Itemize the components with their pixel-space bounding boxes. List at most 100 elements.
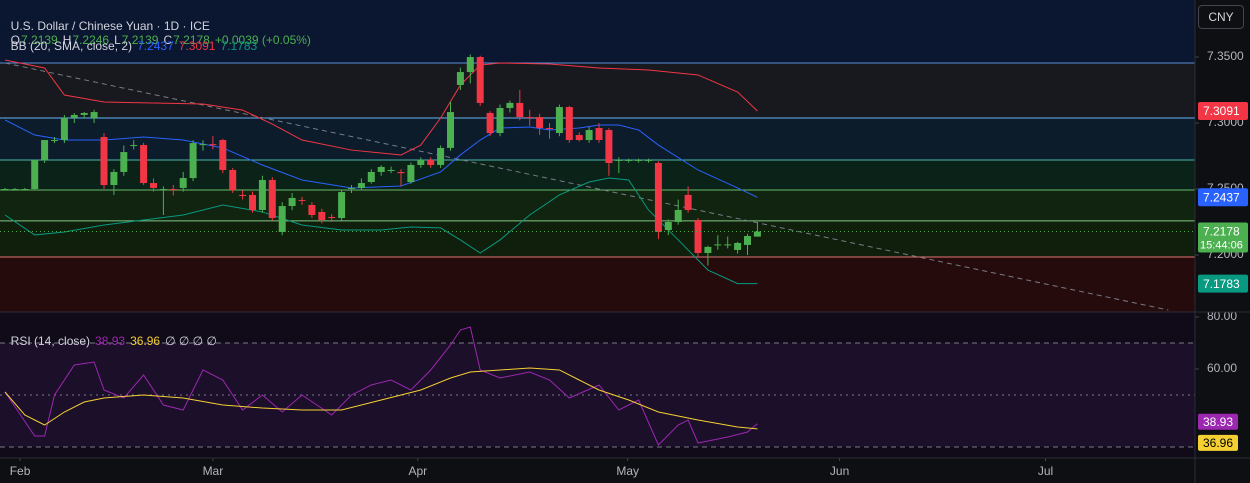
candle-body bbox=[199, 144, 207, 146]
o-value: 7.2139 bbox=[21, 33, 58, 47]
candle-body bbox=[714, 244, 722, 246]
candle-body bbox=[80, 112, 88, 115]
value-badge bbox=[1198, 434, 1238, 451]
price-badge-label: 7.2178 bbox=[1203, 225, 1240, 239]
candle-body bbox=[150, 183, 158, 188]
band-line bbox=[4, 177, 758, 285]
candle-body bbox=[120, 152, 128, 172]
candle-body bbox=[110, 171, 118, 186]
candle-body bbox=[417, 159, 425, 165]
rsi-value: 38.93 bbox=[95, 334, 126, 348]
candle-body bbox=[744, 235, 752, 245]
h-value: 7.2246 bbox=[72, 33, 110, 47]
candle-body bbox=[516, 102, 524, 118]
candle-body bbox=[1, 188, 9, 190]
bb-label: BB (20, SMA, close, 2) bbox=[10, 39, 133, 53]
candle-body bbox=[249, 194, 257, 210]
c-label: C bbox=[163, 33, 173, 47]
candle-body bbox=[555, 107, 563, 134]
price-badge bbox=[1198, 222, 1248, 253]
candle-body bbox=[625, 159, 633, 161]
candle-body bbox=[179, 178, 187, 188]
candle-body bbox=[387, 169, 395, 171]
candle-body bbox=[357, 183, 365, 188]
y-tick-label: 7.3500 bbox=[1207, 49, 1244, 63]
candle-body bbox=[447, 112, 455, 148]
candle-body bbox=[615, 159, 623, 161]
symbol: U.S. Dollar / Chinese Yuan · 1D · ICE bbox=[10, 19, 210, 33]
value-badge-label: 36.96 bbox=[1203, 436, 1233, 450]
rsi-ma-value: 36.96 bbox=[130, 334, 161, 348]
candle-body bbox=[258, 180, 266, 210]
bb-lower: 7.1783 bbox=[220, 39, 258, 53]
candle-body bbox=[674, 209, 682, 222]
candle-body bbox=[605, 130, 613, 163]
c-value: 7.2178 bbox=[173, 33, 210, 47]
candle-body bbox=[288, 197, 296, 207]
bb-legend: BB (20, SMA, close, 2) 7.2437 7.3091 7.1783 bbox=[4, 25, 258, 53]
x-tick-label: Apr bbox=[408, 464, 427, 478]
candle-body bbox=[486, 112, 494, 134]
l-label: L bbox=[114, 33, 121, 47]
l-value: 7.2139 bbox=[121, 33, 159, 47]
price-badge-label: 7.1783 bbox=[1203, 277, 1240, 291]
candle-body bbox=[298, 199, 306, 201]
candle-body bbox=[367, 171, 375, 182]
rsi-line bbox=[4, 326, 758, 446]
candle-body bbox=[348, 187, 356, 189]
zone bbox=[0, 190, 1195, 221]
zone bbox=[0, 256, 1195, 312]
candle-body bbox=[437, 147, 445, 165]
candle-body bbox=[496, 107, 504, 134]
y-tick-label: 80.00 bbox=[1207, 309, 1237, 323]
candle-body bbox=[140, 145, 148, 184]
price-badge bbox=[1198, 188, 1248, 207]
candle-body bbox=[338, 192, 346, 219]
candle-body bbox=[70, 114, 78, 118]
candle-body bbox=[704, 246, 712, 254]
header: U.S. Dollar / Chinese Yuan · 1D · ICE O7… bbox=[4, 5, 312, 47]
zone bbox=[0, 159, 1195, 191]
candle-body bbox=[169, 188, 177, 191]
candle-body bbox=[575, 135, 583, 141]
price-badge bbox=[1198, 101, 1248, 120]
candle-body bbox=[51, 140, 59, 142]
candle-body bbox=[565, 107, 573, 141]
rsi-placeholders: ∅ ∅ ∅ ∅ bbox=[165, 334, 217, 348]
candle-body bbox=[407, 164, 415, 182]
candle-body bbox=[100, 136, 108, 186]
candle-body bbox=[209, 144, 217, 146]
rsi-legend: RSI (14, close) 38.93 36.96 ∅ ∅ ∅ ∅ bbox=[4, 320, 218, 348]
candle-body bbox=[130, 145, 138, 147]
candle-body bbox=[664, 221, 672, 231]
candle-body bbox=[694, 220, 702, 254]
candle-body bbox=[526, 117, 534, 119]
value-badge bbox=[1198, 413, 1238, 430]
x-tick-label: May bbox=[616, 464, 639, 478]
candle-body bbox=[427, 159, 435, 165]
candle-body bbox=[466, 57, 474, 73]
price-badge-label: 7.2437 bbox=[1203, 190, 1240, 204]
zone bbox=[0, 0, 1195, 63]
currency-button[interactable]: CNY bbox=[1198, 5, 1244, 29]
candle-body bbox=[11, 188, 19, 190]
candle-body bbox=[724, 244, 732, 246]
x-tick-label: Mar bbox=[203, 464, 224, 478]
candle-body bbox=[506, 102, 514, 108]
candle-body bbox=[229, 169, 237, 191]
h-label: H bbox=[62, 33, 72, 47]
candle-body bbox=[159, 188, 167, 191]
bb-basis: 7.2437 bbox=[137, 39, 174, 53]
x-tick-label: Feb bbox=[10, 464, 31, 478]
candle-body bbox=[31, 159, 39, 189]
candle-body bbox=[536, 117, 544, 129]
candle-body bbox=[397, 171, 405, 174]
band-line bbox=[4, 59, 758, 156]
candle-body bbox=[21, 188, 29, 190]
candle-body bbox=[635, 159, 643, 161]
o-label: O bbox=[10, 33, 21, 47]
candle-body bbox=[268, 180, 276, 219]
candle-body bbox=[189, 143, 197, 179]
